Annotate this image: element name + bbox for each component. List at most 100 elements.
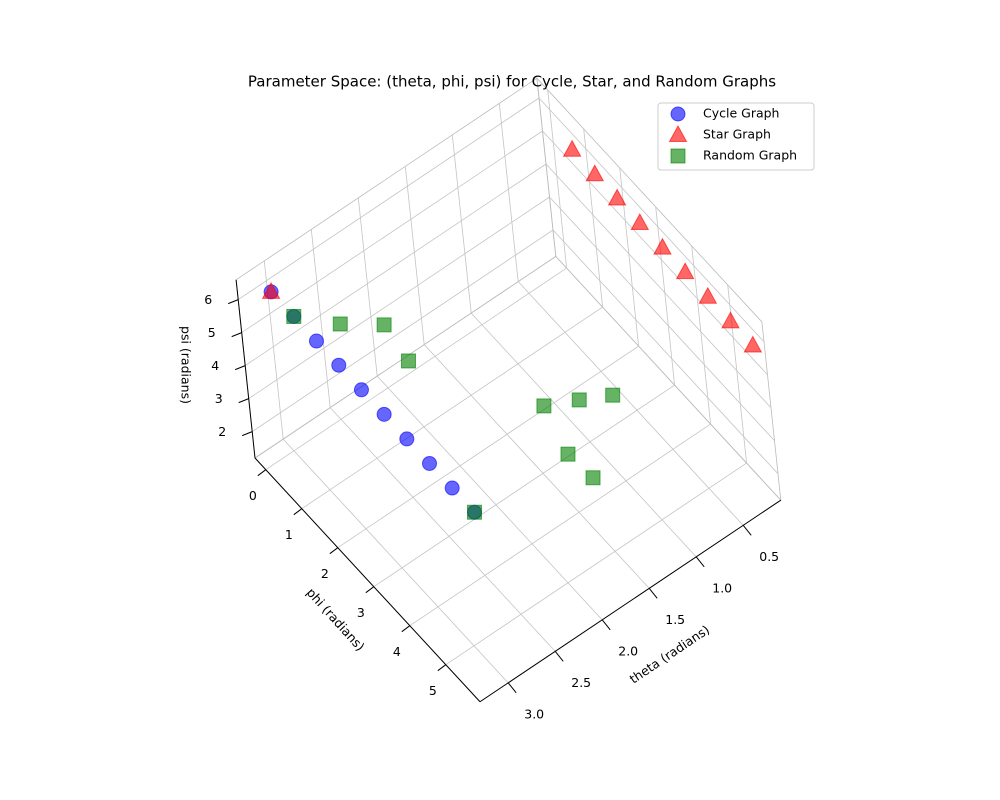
point [585, 470, 601, 486]
x-tick-label: 2.0 [618, 643, 638, 658]
y-tick [257, 469, 267, 477]
x-tick [554, 651, 564, 662]
grid-line [404, 166, 425, 345]
legend-marker [668, 124, 688, 142]
x-tick [507, 682, 517, 694]
grid-line [265, 267, 567, 471]
y-tick-label: 3 [357, 605, 365, 620]
grid-line [583, 128, 603, 308]
wall-pane [536, 77, 782, 502]
point [467, 504, 483, 520]
y-tick [365, 586, 375, 594]
y-tick-label: 1 [285, 527, 293, 542]
point [605, 387, 621, 403]
grid-line [376, 375, 603, 621]
point [400, 353, 416, 369]
legend-label: Random Graph [703, 148, 797, 163]
grid-line [445, 462, 747, 666]
point [571, 392, 587, 408]
z-tick-label: 5 [208, 325, 216, 340]
z-tick [231, 332, 242, 338]
z-tick-label: 2 [218, 424, 226, 439]
grid-line [282, 438, 509, 684]
x-tick-label: 3.0 [524, 706, 544, 721]
z-tick [242, 431, 253, 437]
grid-line [691, 245, 711, 425]
point [332, 316, 348, 332]
point [308, 333, 324, 349]
marks [261, 139, 763, 520]
x-tick-label: 1.5 [665, 612, 685, 627]
point [653, 237, 672, 255]
grid-line [337, 345, 639, 549]
x-tick-label: 0.5 [759, 549, 779, 564]
z-tick-label: 3 [215, 391, 223, 406]
grid-line [538, 97, 765, 343]
point [331, 357, 347, 373]
y-axis-line [254, 457, 481, 703]
x-tick [742, 525, 752, 536]
point [562, 139, 582, 157]
point [721, 311, 740, 329]
z-tick-label: 4 [211, 358, 219, 373]
y-tick [329, 547, 339, 555]
grid-line [552, 229, 779, 475]
grid-line [301, 306, 603, 510]
y-tick-label: 4 [393, 644, 401, 659]
grid-line [241, 130, 543, 333]
point [607, 188, 627, 206]
x-tick-label: 2.5 [571, 675, 591, 690]
grid-line [470, 312, 697, 558]
point [743, 335, 763, 353]
y-tick-label: 0 [249, 488, 257, 503]
point [286, 308, 302, 324]
point [536, 398, 552, 414]
point [422, 455, 438, 471]
point [444, 480, 460, 496]
legend-marker [670, 148, 686, 164]
grid-line [248, 196, 550, 399]
y-tick [437, 664, 447, 672]
y-tick [293, 508, 303, 516]
point [376, 406, 392, 422]
grid-line [549, 196, 775, 442]
point [698, 286, 718, 304]
legend-box [657, 102, 815, 171]
legend-marker [670, 106, 686, 122]
grid-line [655, 206, 675, 386]
legend: Cycle Graph Star Graph Random Graph [657, 102, 815, 171]
z-tick-label: 6 [204, 292, 212, 307]
grid-line [619, 167, 639, 347]
grid-line [251, 229, 554, 432]
x-axis-line [479, 499, 782, 703]
x-tick-label: 1.0 [712, 580, 732, 595]
grid-line [310, 229, 331, 408]
axes: 0.5 1.0 1.5 2.0 2.5 3.0 0 1 2 3 4 5 2 3 4 5 6 [204, 279, 782, 721]
grid [237, 89, 779, 684]
point [675, 262, 695, 280]
z-tick [235, 365, 246, 371]
grid-line [498, 103, 519, 282]
legend-label: Cycle Graph [703, 106, 779, 121]
point [630, 213, 650, 231]
grid-line [517, 281, 744, 526]
grid-line [244, 163, 547, 366]
x-tick [601, 619, 611, 631]
point [376, 317, 392, 333]
point [399, 431, 415, 447]
legend-label: Star Graph [703, 127, 771, 142]
z-axis-line [235, 279, 256, 459]
x-tick [695, 556, 705, 568]
y-tick [401, 625, 411, 633]
chart-title: Parameter Space: (theta, phi, psi) for C… [248, 73, 776, 91]
grid-line [409, 423, 711, 627]
point [261, 281, 281, 299]
z-tick [228, 299, 239, 305]
grid-line [357, 197, 378, 377]
y-tick-label: 2 [321, 566, 329, 581]
grid-line [423, 344, 650, 589]
z-tick [238, 398, 249, 404]
grid-line [373, 384, 675, 588]
